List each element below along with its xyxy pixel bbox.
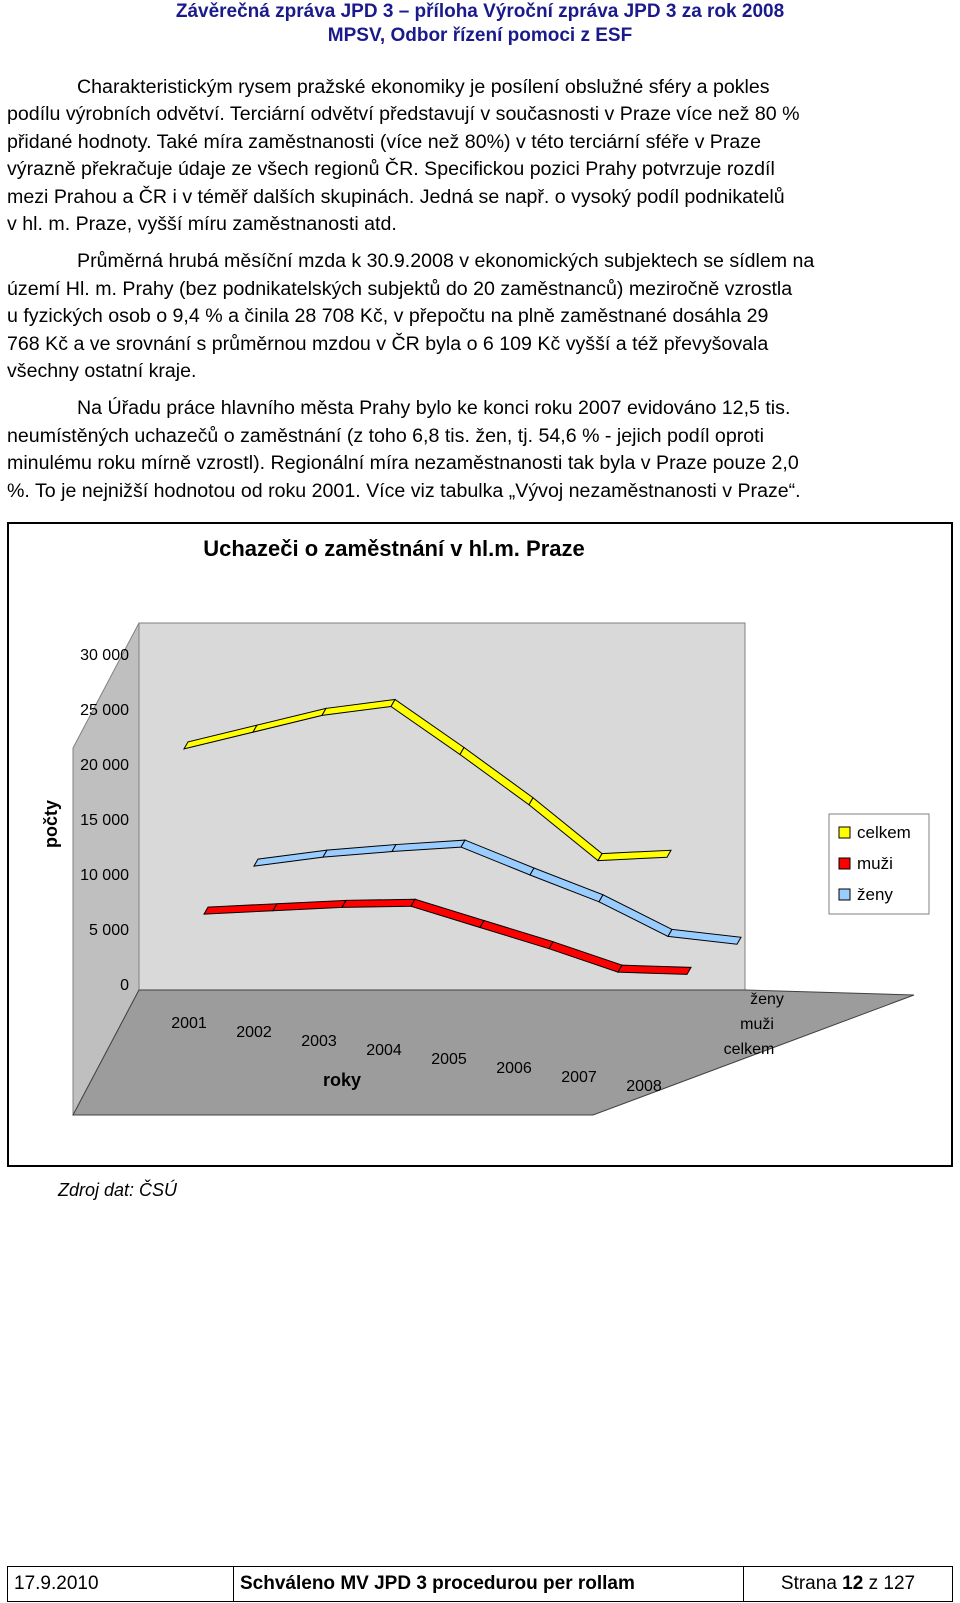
x-tick-label: 2007 (561, 1069, 597, 1086)
x-tick-label: 2001 (171, 1015, 207, 1032)
text-line: výrazně překračuje údaje ze všech region… (7, 158, 775, 181)
header-subtitle: MPSV, Odbor řízení pomoci z ESF (327, 25, 633, 46)
footer-page: Strana 12 z 127 (744, 1567, 952, 1601)
chart-title: Uchazeči o zaměstnání v hl.m. Praze (203, 536, 584, 561)
y-tick-label: 20 000 (80, 757, 129, 774)
page-total: 127 (883, 1573, 916, 1594)
text-line: 768 Kč a ve srovnání s průměrnou mzdou v… (7, 332, 769, 355)
text-line: u fyzických osob o 9,4 % a činila 28 708… (7, 305, 769, 328)
body-text: Charakteristickým rysem pražské ekonomik… (7, 74, 953, 515)
text-line: Průměrná hrubá měsíční mzda k 30.9.2008 … (77, 250, 815, 273)
y-axis-label: počty (41, 800, 61, 848)
series-segment-muži (341, 898, 416, 908)
page-prefix: Strana (780, 1573, 837, 1594)
paragraph-wages: Průměrná hrubá měsíční mzda k 30.9.2008 … (7, 248, 953, 385)
series-segment-ženy (667, 928, 742, 945)
x-tick-label: 2008 (626, 1078, 662, 1095)
paragraph-economy: Charakteristickým rysem pražské ekonomik… (7, 74, 953, 238)
text-line: podílu výrobních odvětví. Terciární odvě… (7, 103, 800, 126)
text-line: mezi Prahou a ČR i v téměř dalších skupi… (7, 185, 785, 208)
series-segment-celkem (597, 849, 672, 862)
page-sep: z (868, 1573, 879, 1594)
legend-label: muži (857, 854, 893, 873)
chart-back-wall (138, 622, 746, 991)
unemployment-chart: Uchazeči o zaměstnání v hl.m. Praze 30 00… (41, 536, 930, 1116)
page-footer: 17.9.2010 Schváleno MV JPD 3 procedurou … (7, 1566, 953, 1602)
header-title: Závěrečná zpráva JPD 3 – příloha Výroční… (175, 1, 785, 22)
chart-floor (72, 989, 915, 1116)
text-line: přidané hodnoty. Také míra zaměstnanosti… (7, 130, 761, 153)
x-tick-label: 2004 (366, 1042, 402, 1059)
page-number: 12 (842, 1573, 864, 1594)
y-tick-label: 10 000 (80, 867, 129, 884)
legend-label: celkem (857, 823, 911, 842)
legend-label: ženy (857, 885, 893, 904)
x-tick-label: 2005 (431, 1051, 467, 1068)
footer-date: 17.9.2010 (8, 1567, 234, 1601)
text-line: neumístěných uchazečů o zaměstnání (z to… (7, 424, 764, 447)
x-tick-label: 2002 (236, 1024, 272, 1041)
y-tick-label: 0 (120, 977, 129, 994)
text-line: území Hl. m. Prahy (bez podnikatelských … (7, 277, 793, 300)
footer-approval: Schváleno MV JPD 3 procedurou per rollam (234, 1567, 744, 1601)
text-line: v hl. m. Praze, vyšší míru zaměstnanosti… (7, 213, 397, 236)
depth-label: muži (740, 1016, 774, 1033)
legend-swatch (838, 857, 851, 870)
legend-swatch (838, 826, 851, 839)
legend-swatch (838, 888, 851, 901)
y-tick-label: 25 000 (80, 702, 129, 719)
y-tick-label: 30 000 (80, 647, 129, 664)
x-axis-label: roky (323, 1070, 361, 1090)
y-tick-label: 5 000 (89, 922, 129, 939)
series-segment-muži (617, 964, 692, 975)
text-line: %. To je nejnižší hodnotou od roku 2001.… (7, 479, 801, 502)
text-line: Charakteristickým rysem pražské ekonomik… (77, 76, 770, 98)
text-line: všechny ostatní kraje. (7, 360, 197, 383)
document-header: Závěrečná zpráva JPD 3 – příloha Výroční… (0, 0, 960, 48)
paragraph-unemployment: Na Úřadu práce hlavního města Prahy bylo… (7, 395, 953, 505)
x-tick-label: 2006 (496, 1060, 532, 1077)
x-tick-label: 2003 (301, 1033, 337, 1050)
depth-label: celkem (724, 1041, 775, 1058)
source-note: Zdroj dat: ČSÚ (58, 1180, 178, 1200)
text-line: Na Úřadu práce hlavního města Prahy bylo… (77, 397, 791, 420)
y-tick-label: 15 000 (80, 812, 129, 829)
depth-label: ženy (750, 991, 784, 1008)
text-line: minulému roku mírně vzrostl). Regionální… (7, 452, 799, 475)
chart-frame: Uchazeči o zaměstnání v hl.m. Praze 30 00… (7, 522, 953, 1167)
